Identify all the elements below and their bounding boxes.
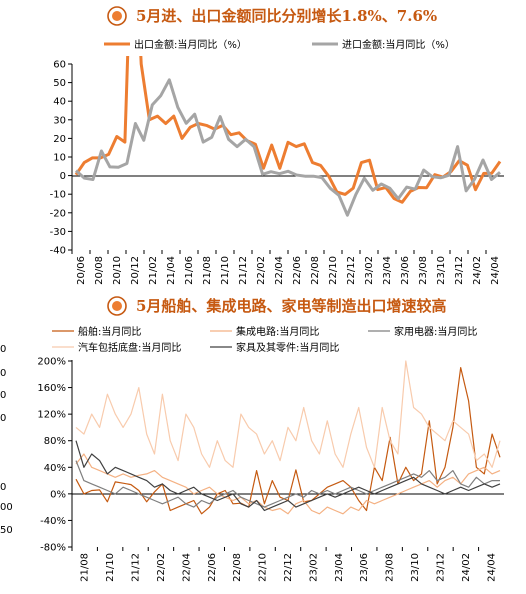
x-tick-label: 21/08: [202, 256, 213, 285]
x-tick-label: 22/02: [156, 553, 167, 582]
stray-label: 50: [0, 525, 13, 536]
x-tick-label: 22/12: [283, 553, 294, 582]
x-tick-label: 22/04: [274, 256, 285, 285]
x-tick-label: 21/04: [166, 256, 177, 285]
chart1-axes: -40 -30 -20 -10 0 10 20 30 40 50 60 20/06 20/08 20/1…: [50, 60, 504, 285]
x-tick-label: 22/06: [292, 256, 303, 285]
chart2-x-ticks: 21/08 21/10 21/12 22/02 22/04 22/06 22/08 22/10…: [71, 547, 497, 582]
x-tick-label: 20/12: [130, 256, 141, 285]
x-tick-label: 22/10: [328, 256, 339, 285]
y-tick-label: 60: [53, 60, 66, 71]
x-tick-label: 23/04: [382, 256, 393, 285]
chart2-title: 5月船舶、集成电路、家电等制造出口增速较高: [136, 297, 446, 315]
target-icon: [107, 6, 127, 26]
x-tick-label: 22/08: [232, 553, 243, 582]
y-tick-label: 50: [53, 78, 66, 89]
chart2-legend: 船舶:当月同比 集成电路:当月同比 家用电器:当月同比 汽车包括底盘:当月同比 …: [52, 325, 477, 354]
y-tick-label: 10: [53, 153, 66, 164]
x-tick-label: 24/04: [486, 553, 497, 582]
series-line-1: [75, 78, 501, 217]
y-tick-label: -10: [50, 190, 66, 201]
y-tick-label: -20: [50, 208, 66, 219]
x-tick-label: 22/12: [346, 256, 357, 285]
y-tick-label: 160%: [37, 383, 66, 394]
x-tick-label: 23/08: [418, 256, 429, 285]
y-tick-label: 0%: [50, 489, 66, 500]
y-tick-label: -80%: [40, 543, 66, 554]
series-line-2: [75, 460, 500, 508]
legend-label-export: 出口金额:当月同比（%）: [134, 38, 247, 51]
x-tick-label: 21/10: [105, 553, 116, 582]
x-tick-label: 22/06: [207, 553, 218, 582]
x-tick-label: 23/06: [400, 256, 411, 285]
x-tick-label: 24/02: [461, 553, 472, 582]
legend-label-import: 进口金额:当月同比（%）: [342, 38, 455, 51]
x-tick-label: 23/12: [454, 256, 465, 285]
legend-label-appliance: 家用电器:当月同比: [394, 325, 477, 338]
x-tick-label: 22/02: [256, 256, 267, 285]
y-tick-label: -40: [50, 246, 66, 257]
chart2-header: 5月船舶、集成电路、家电等制造出口增速较高: [107, 296, 446, 316]
x-tick-label: 20/06: [76, 256, 87, 285]
chart1-y-ticks: -40 -30 -20 -10 0 10 20 30 40 50 60: [50, 60, 72, 257]
x-tick-label: 21/12: [131, 553, 142, 582]
y-tick-label: 120%: [37, 410, 66, 421]
x-tick-label: 23/02: [308, 553, 319, 582]
series-line-3: [75, 360, 501, 468]
x-tick-label: 21/02: [148, 256, 159, 285]
x-tick-label: 23/06: [359, 553, 370, 582]
x-tick-label: 22/08: [310, 256, 321, 285]
legend-label-ship: 船舶:当月同比: [78, 325, 141, 338]
x-tick-label: 23/12: [435, 553, 446, 582]
x-tick-label: 23/04: [334, 553, 345, 582]
x-tick-label: 23/08: [385, 553, 396, 582]
chart1-series: [74, 56, 502, 217]
stray-label: 0: [0, 368, 6, 379]
stray-label: 0: [0, 344, 6, 355]
chart1-header: 5月进、出口金额同比分别增长1.8%、7.6%: [107, 6, 437, 26]
x-tick-label: 21/10: [220, 256, 231, 285]
x-tick-label: 24/04: [490, 256, 501, 285]
series-line-4: [75, 440, 501, 512]
y-tick-label: 200%: [37, 357, 66, 368]
stray-label: 0: [0, 482, 6, 493]
y-tick-label: 30: [53, 115, 66, 126]
chart2-y-ticks: -80% -40% 0% 40% 80% 120% 160% 200%: [37, 357, 72, 554]
y-tick-label: 40%: [44, 463, 66, 474]
series-line-0: [74, 56, 502, 204]
chart2-axes: -80%-40%0%40%80%120%160%200% 21/08 21/10 2…: [37, 357, 504, 582]
target-icon: [107, 296, 127, 316]
legend-label-furniture: 家具及其零件:当月同比: [236, 341, 339, 354]
y-tick-label: 40: [53, 97, 66, 108]
y-tick-label: 20: [53, 134, 66, 145]
y-tick-label: 80%: [44, 436, 66, 447]
y-tick-label: -40%: [40, 516, 66, 527]
x-tick-label: 23/10: [410, 553, 421, 582]
stray-label: 0: [0, 413, 6, 424]
x-tick-label: 23/10: [436, 256, 447, 285]
x-tick-label: 22/04: [181, 553, 192, 582]
y-tick-label: -30: [50, 227, 66, 238]
chart1-legend: 出口金额:当月同比（%） 进口金额:当月同比（%）: [104, 38, 455, 51]
x-tick-label: 21/08: [80, 553, 91, 582]
x-tick-label: 22/10: [258, 553, 269, 582]
series-line-1: [75, 453, 501, 515]
legend-label-ic: 集成电路:当月同比: [236, 325, 319, 338]
chart1-x-ticks: 20/06 20/08 20/10 20/12 21/02 21/04 21/06 21/08…: [71, 250, 501, 285]
stray-label: 0: [0, 390, 6, 401]
x-tick-label: 20/08: [94, 256, 105, 285]
x-tick-label: 21/06: [184, 256, 195, 285]
x-tick-label: 20/10: [112, 256, 123, 285]
x-tick-label: 21/12: [238, 256, 249, 285]
legend-label-auto: 汽车包括底盘:当月同比: [78, 341, 181, 354]
chart2-series: [75, 360, 501, 515]
x-tick-label: 23/02: [364, 256, 375, 285]
y-tick-label: 0: [60, 171, 66, 182]
stray-label: 00: [0, 502, 13, 513]
chart1-title: 5月进、出口金额同比分别增长1.8%、7.6%: [136, 7, 437, 25]
x-tick-label: 24/02: [472, 256, 483, 285]
